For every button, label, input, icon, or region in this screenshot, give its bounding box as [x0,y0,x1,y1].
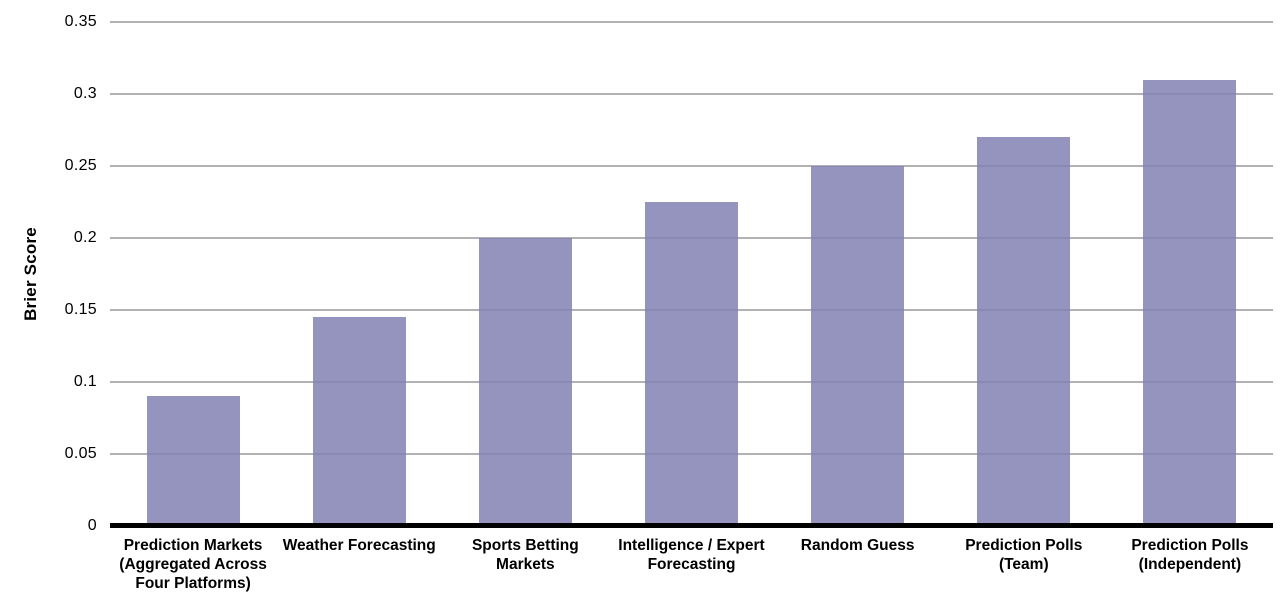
gridline [110,93,1273,95]
category-label: Prediction Markets (Aggregated Across Four… [119,537,267,592]
category-label: Intelligence / Expert Forecasting [618,537,765,573]
category-label: Weather Forecasting [282,537,436,554]
category-label: Prediction Polls (Team) [965,537,1083,573]
bar [811,166,905,526]
y-tick-label: 0.2 [73,229,97,246]
bar [312,317,406,526]
gridline [110,21,1273,24]
bar [645,202,738,526]
y-tick-label: 0.3 [73,85,97,102]
y-tick-label: 0.15 [64,301,97,318]
y-tick-label: 0.1 [73,373,97,390]
x-axis-category-labels: Prediction Markets (Aggregated Across Four… [110,536,1273,593]
category-label: Prediction Polls (Independent) [1131,537,1249,573]
category-label: Random Guess [800,537,915,554]
y-tick-label: 0.05 [64,445,97,462]
bar [977,137,1071,526]
category-label: Sports Betting Markets [471,537,579,573]
bar [146,396,240,526]
y-tick-label: 0.25 [64,157,97,174]
y-tick-label: 0.35 [64,13,97,30]
x-axis-line [110,523,1273,528]
y-tick-label: 0 [87,517,97,534]
gridline [110,165,1273,167]
bar [478,238,572,526]
plot-area [110,21,1273,528]
bar [1143,79,1237,526]
